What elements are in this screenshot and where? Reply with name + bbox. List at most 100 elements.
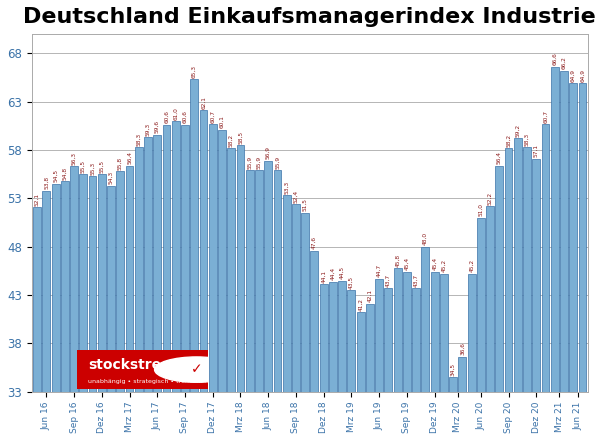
Text: 54,5: 54,5 [53, 169, 58, 183]
Bar [394, 268, 402, 440]
Bar [283, 195, 290, 440]
Text: 55,9: 55,9 [247, 156, 252, 169]
Bar [357, 312, 365, 440]
Bar [440, 274, 448, 440]
Text: 58,5: 58,5 [238, 131, 243, 144]
Bar [209, 124, 217, 440]
Bar [412, 288, 420, 440]
Text: unabhängig • strategisch • trefflicher: unabhängig • strategisch • trefflicher [88, 379, 206, 384]
Text: 45,2: 45,2 [441, 259, 446, 272]
Text: 64,9: 64,9 [580, 69, 585, 82]
Text: 60,6: 60,6 [164, 110, 169, 124]
Bar [505, 148, 512, 440]
Bar [468, 274, 475, 440]
Bar [449, 377, 457, 440]
Bar [89, 176, 96, 440]
Text: 58,3: 58,3 [136, 132, 141, 146]
Bar [477, 218, 485, 440]
Text: 65,3: 65,3 [192, 65, 197, 78]
Text: 56,9: 56,9 [266, 146, 271, 159]
Text: 54,3: 54,3 [108, 171, 114, 184]
Bar [533, 159, 540, 440]
Bar [403, 272, 411, 440]
Bar [301, 213, 309, 440]
Text: 56,4: 56,4 [127, 151, 132, 164]
Text: 52,1: 52,1 [35, 193, 40, 205]
Text: 52,2: 52,2 [487, 191, 493, 205]
Text: 41,2: 41,2 [358, 298, 363, 311]
Text: 62,1: 62,1 [201, 96, 206, 109]
Text: 58,2: 58,2 [506, 134, 511, 147]
Text: 56,4: 56,4 [497, 151, 502, 164]
Bar [246, 170, 253, 440]
Text: 44,4: 44,4 [330, 267, 336, 280]
Text: 60,6: 60,6 [183, 110, 187, 124]
Text: 34,5: 34,5 [450, 363, 456, 376]
Text: 47,6: 47,6 [312, 236, 317, 249]
Text: 58,3: 58,3 [525, 132, 530, 146]
Bar [384, 288, 392, 440]
Bar [144, 137, 152, 440]
Text: 55,9: 55,9 [256, 156, 261, 169]
Text: 55,5: 55,5 [99, 160, 104, 173]
Text: 48,0: 48,0 [423, 232, 428, 245]
Text: 60,1: 60,1 [220, 115, 224, 128]
Bar [514, 139, 522, 440]
Bar [70, 166, 78, 440]
Text: 44,1: 44,1 [321, 270, 326, 283]
Text: 45,4: 45,4 [405, 257, 409, 271]
Bar [578, 83, 587, 440]
Bar [162, 125, 170, 440]
Bar [292, 204, 300, 440]
Bar [218, 130, 226, 440]
Bar [338, 281, 346, 440]
Text: 45,8: 45,8 [395, 253, 400, 267]
Text: 45,4: 45,4 [432, 257, 437, 271]
Bar [366, 304, 374, 440]
Text: 57,1: 57,1 [534, 144, 539, 158]
Bar [551, 67, 559, 440]
Bar [421, 247, 429, 440]
Bar [61, 181, 69, 440]
Text: 60,7: 60,7 [543, 110, 548, 122]
Text: 44,5: 44,5 [340, 266, 345, 279]
Text: 42,1: 42,1 [367, 289, 372, 302]
Bar [431, 272, 439, 440]
Bar [79, 174, 87, 440]
Bar [135, 147, 143, 440]
Bar [237, 145, 245, 440]
Text: 43,7: 43,7 [386, 274, 391, 287]
Bar [42, 191, 50, 440]
Text: 55,9: 55,9 [275, 156, 280, 169]
Bar [181, 125, 189, 440]
Circle shape [155, 357, 239, 382]
Bar [311, 251, 318, 440]
Bar [569, 83, 577, 440]
Text: 61,0: 61,0 [173, 107, 178, 120]
Text: 53,8: 53,8 [44, 176, 49, 189]
Bar [375, 279, 383, 440]
Bar [227, 148, 235, 440]
Text: 53,3: 53,3 [284, 181, 289, 194]
Text: 66,6: 66,6 [552, 53, 558, 66]
Bar [496, 165, 503, 440]
Text: 44,7: 44,7 [377, 264, 381, 277]
Bar [320, 284, 328, 440]
Bar [117, 171, 124, 440]
Bar [486, 206, 494, 440]
Text: 59,6: 59,6 [155, 120, 160, 133]
Bar [329, 282, 337, 440]
Text: 55,3: 55,3 [90, 161, 95, 175]
Text: ✓: ✓ [190, 363, 202, 377]
Bar [274, 170, 281, 440]
Text: 54,8: 54,8 [62, 166, 67, 180]
Bar [126, 165, 133, 440]
Text: 43,5: 43,5 [349, 275, 354, 289]
Text: 43,7: 43,7 [414, 274, 419, 287]
Text: 56,3: 56,3 [71, 152, 77, 165]
Text: 55,8: 55,8 [118, 157, 123, 170]
Text: 58,2: 58,2 [228, 134, 234, 147]
Text: 52,4: 52,4 [293, 190, 299, 203]
Text: 36,6: 36,6 [460, 343, 465, 356]
Text: 66,2: 66,2 [562, 56, 566, 70]
